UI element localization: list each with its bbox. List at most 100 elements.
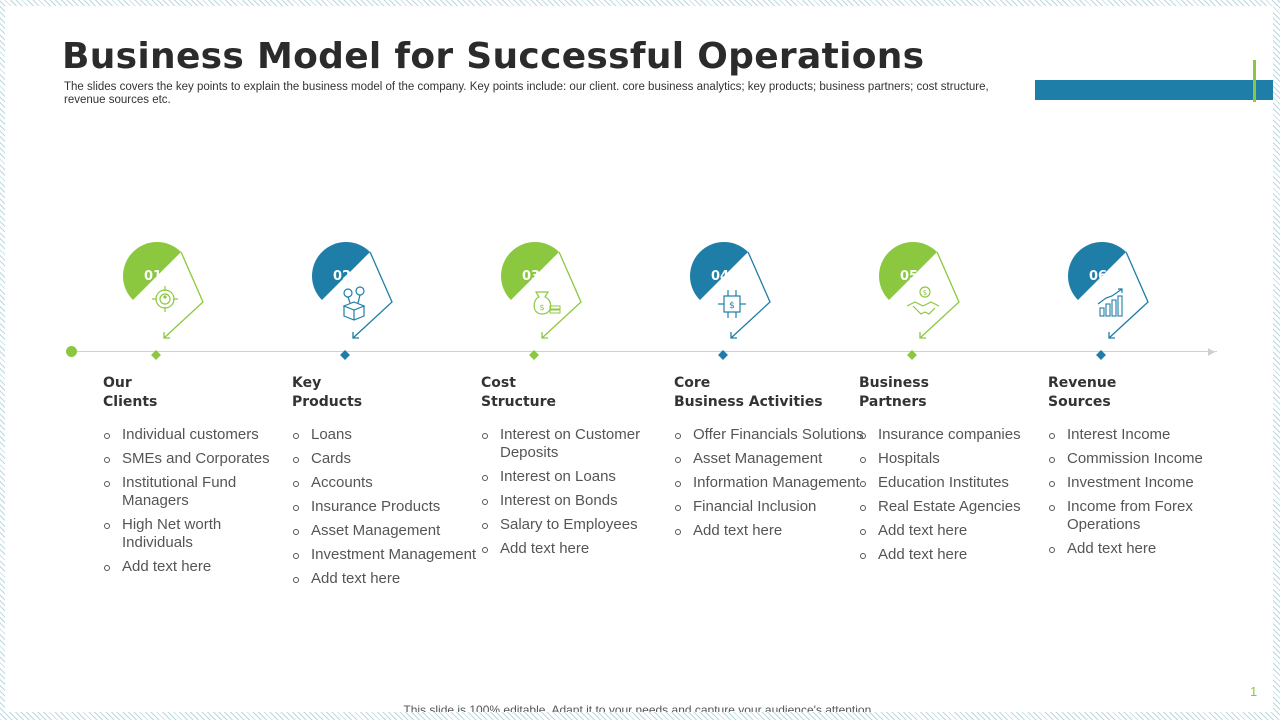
bullet-item: Asset Management <box>292 522 482 540</box>
column-title-line: Structure <box>481 394 557 410</box>
step-connector-arrow <box>1108 251 1149 339</box>
step-badge-semicircle <box>879 242 938 301</box>
accent-line <box>1253 60 1256 102</box>
target-person-icon <box>152 286 178 312</box>
column-title: Business Partners <box>859 374 1049 412</box>
step-number: 06 <box>1089 269 1107 284</box>
column-title-line: Sources <box>1048 394 1111 410</box>
bullet-item: Cards <box>292 450 482 468</box>
handshake-dollar-icon: $ <box>906 286 940 315</box>
column-title: Our Clients <box>103 374 293 412</box>
bullet-list: Offer Financials Solutions Asset Manageme… <box>674 426 864 540</box>
timeline-diamond-marker <box>718 350 728 360</box>
timeline-start-dot <box>66 346 77 357</box>
bullet-item: Add text here <box>859 546 1049 564</box>
bullet-list: Loans Cards Accounts Insurance Products Asse… <box>292 426 482 588</box>
column-title-line: Cost <box>481 375 516 391</box>
column-core-business-activities: Core Business Activities Offer Financials … <box>674 374 864 546</box>
svg-text:$: $ <box>729 301 735 311</box>
bullet-item: Institutional Fund Managers <box>103 474 293 510</box>
product-box-icon <box>342 286 366 321</box>
svg-text:$: $ <box>539 303 544 312</box>
bullet-item: Add text here <box>674 522 864 540</box>
step-number: 05 <box>900 269 918 284</box>
bullet-item: Investment Management <box>292 546 482 564</box>
bullet-list: Interest Income Commission Income Investme… <box>1048 426 1238 558</box>
step-arrowhead <box>730 332 737 339</box>
step-number: 04 <box>711 269 729 284</box>
column-our-clients: Our Clients Individual customers SMEs and C… <box>103 374 293 582</box>
step-number: 03 <box>522 269 540 284</box>
bullet-item: Information Management <box>674 474 864 492</box>
timeline-diamond-marker <box>529 350 539 360</box>
bullet-item: Offer Financials Solutions <box>674 426 864 444</box>
step-badge-semicircle <box>1068 242 1127 301</box>
step-02-graphic: 02 <box>312 242 393 360</box>
bullet-item: Real Estate Agencies <box>859 498 1049 516</box>
column-key-products: Key Products Loans Cards Accounts Insurance P… <box>292 374 482 594</box>
step-06-graphic: 06 <box>1068 242 1149 360</box>
column-title-line: Our <box>103 375 132 391</box>
slide-subtitle: The slides covers the key points to expl… <box>64 81 989 106</box>
bullet-item: Add text here <box>292 570 482 588</box>
bullet-item: Hospitals <box>859 450 1049 468</box>
timeline-diamond-marker <box>151 350 161 360</box>
column-title-line: Products <box>292 394 363 410</box>
footer-note: This slide is 100% editable. Adapt it to… <box>403 703 875 712</box>
bullet-item: Asset Management <box>674 450 864 468</box>
column-title-line: Key <box>292 375 322 391</box>
column-title-line: Business Activities <box>674 394 823 410</box>
bullet-list: Interest on Customer Deposits Interest on… <box>481 426 671 558</box>
column-title-line: Clients <box>103 394 158 410</box>
step-badge-semicircle <box>312 242 371 301</box>
timeline-diamond-marker <box>1096 350 1106 360</box>
column-title-line: Core <box>674 375 711 391</box>
step-badge-semicircle <box>123 242 182 301</box>
bullet-item: Interest Income <box>1048 426 1238 444</box>
bullet-item: Interest on Customer Deposits <box>481 426 671 462</box>
step-04-graphic: 04 $ <box>690 242 771 360</box>
column-title: Core Business Activities <box>674 374 864 412</box>
circuit-chip-icon: $ <box>718 290 746 318</box>
bullet-item: Add text here <box>481 540 671 558</box>
column-title: Revenue Sources <box>1048 374 1238 412</box>
bullet-item: High Net worth Individuals <box>103 516 293 552</box>
step-connector-arrow <box>730 251 771 339</box>
timeline-end-arrow <box>1208 348 1215 356</box>
svg-text:$: $ <box>923 289 927 297</box>
step-arrowhead <box>352 332 359 339</box>
timeline-line <box>71 351 1217 352</box>
bullet-item: Add text here <box>1048 540 1238 558</box>
step-arrowhead <box>1108 332 1115 339</box>
bullet-item: Insurance companies <box>859 426 1049 444</box>
step-connector-arrow <box>163 251 204 339</box>
step-number: 01 <box>144 269 162 284</box>
column-title: Cost Structure <box>481 374 671 412</box>
step-arrowhead <box>163 332 170 339</box>
column-cost-structure: Cost Structure Interest on Customer Deposi… <box>481 374 671 564</box>
bullet-item: Add text here <box>103 558 293 576</box>
step-arrowhead <box>919 332 926 339</box>
bullet-item: Salary to Employees <box>481 516 671 534</box>
column-business-partners: Business Partners Insurance companies Hospi… <box>859 374 1049 570</box>
step-05-graphic: 05 $ <box>879 242 960 360</box>
bullet-item: Commission Income <box>1048 450 1238 468</box>
bullet-item: Insurance Products <box>292 498 482 516</box>
bullet-item: Interest on Bonds <box>481 492 671 510</box>
step-03-graphic: 03 $ <box>501 242 582 360</box>
step-connector-arrow <box>919 251 960 339</box>
column-title: Key Products <box>292 374 482 412</box>
bullet-item: Interest on Loans <box>481 468 671 486</box>
step-arrowhead <box>541 332 548 339</box>
step-number: 02 <box>333 269 351 284</box>
page-number: 1 <box>1250 684 1258 699</box>
slide-title: Business Model for Successful Operations <box>62 36 925 77</box>
column-title-line: Business <box>859 375 929 391</box>
bullet-item: Education Institutes <box>859 474 1049 492</box>
step-badge-semicircle <box>501 242 560 301</box>
step-connector-arrow <box>541 251 582 339</box>
bullet-item: Investment Income <box>1048 474 1238 492</box>
step-badge-semicircle <box>690 242 749 301</box>
timeline-diamond-marker <box>907 350 917 360</box>
step-01-graphic: 01 <box>123 242 204 360</box>
